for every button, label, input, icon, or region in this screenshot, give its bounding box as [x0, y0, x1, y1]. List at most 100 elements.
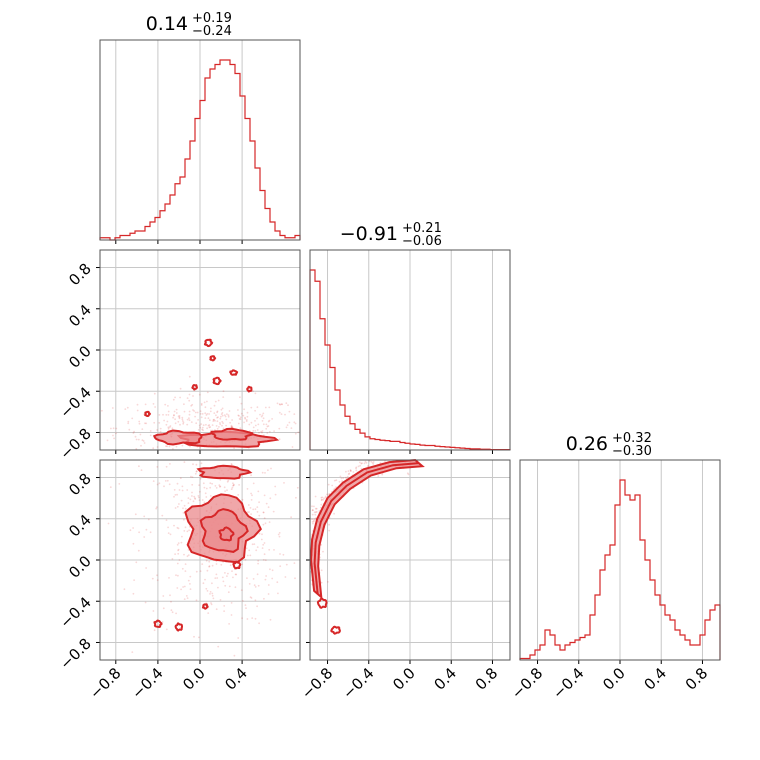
scatter-point — [106, 439, 109, 442]
scatter-point — [177, 420, 180, 423]
p0-x-xtick-label-3: 0.4 — [221, 664, 251, 694]
scatter-point — [179, 396, 182, 399]
scatter-point — [256, 573, 259, 576]
scatter-point — [173, 410, 176, 413]
scatter-point — [245, 419, 248, 421]
scatter-point — [187, 497, 190, 499]
scatter-point — [156, 483, 159, 486]
scatter-point — [183, 518, 185, 521]
scatter-point — [286, 424, 289, 426]
scatter-point — [253, 584, 256, 587]
scatter-point — [163, 485, 165, 488]
scatter-point — [165, 423, 168, 426]
scatter-point — [225, 424, 228, 427]
scatter-point — [254, 420, 256, 422]
scatter-point — [258, 514, 261, 517]
scatter-point — [246, 511, 249, 514]
scatter-point — [170, 609, 173, 612]
scatter-point — [268, 430, 271, 433]
scatter-point — [202, 429, 204, 432]
scatter-point — [262, 559, 265, 561]
scatter-point — [169, 463, 171, 465]
scatter-point — [261, 547, 264, 549]
scatter-point — [111, 407, 114, 409]
scatter-point — [211, 594, 214, 597]
scatter-point — [272, 510, 275, 513]
scatter-point — [229, 421, 232, 424]
scatter-point — [359, 461, 361, 464]
scatter-point — [161, 514, 164, 517]
scatter-point — [262, 511, 265, 514]
scatter-point — [231, 486, 234, 489]
scatter-point — [250, 474, 253, 477]
scatter-point — [177, 548, 180, 551]
scatter-point — [199, 413, 202, 415]
scatter-point — [284, 413, 286, 416]
scatter-point — [208, 413, 211, 415]
p2-x-xtick-label-4: 0.8 — [682, 664, 712, 694]
scatter-point — [172, 416, 175, 419]
scatter-point — [179, 423, 181, 426]
scatter-point — [237, 409, 239, 411]
scatter-point — [168, 483, 171, 486]
scatter-point — [244, 416, 246, 419]
scatter-point — [245, 607, 247, 609]
scatter-point — [191, 403, 194, 406]
scatter-point — [228, 585, 231, 588]
scatter-point — [145, 567, 148, 569]
scatter-point — [221, 407, 224, 410]
scatter-point — [314, 507, 317, 510]
scatter-point — [313, 518, 316, 521]
scatter-point — [252, 429, 255, 432]
scatter-point — [135, 438, 138, 441]
scatter-point — [152, 480, 155, 482]
scatter-point — [265, 427, 268, 430]
p2-y-ytick-label-3: −0.4 — [56, 593, 94, 631]
scatter-point — [184, 526, 187, 529]
scatter-point — [193, 635, 195, 638]
scatter-point — [134, 513, 137, 516]
scatter-point — [207, 417, 210, 420]
scatter-point — [181, 567, 184, 570]
scatter-point — [126, 406, 129, 409]
scatter-point — [182, 421, 185, 424]
scatter-point — [290, 516, 292, 519]
scatter-point — [363, 462, 366, 465]
scatter-point — [216, 420, 219, 423]
scatter-point — [167, 405, 169, 407]
scatter-point — [235, 573, 238, 576]
scatter-point — [189, 498, 192, 501]
c01-frame — [99, 249, 301, 451]
scatter-point — [193, 495, 196, 498]
scatter-point — [278, 427, 281, 430]
scatter-point — [177, 549, 180, 552]
scatter-point — [167, 410, 170, 413]
scatter-point — [326, 493, 328, 496]
scatter-point — [211, 582, 213, 585]
scatter-point — [199, 446, 202, 449]
scatter-point — [177, 415, 180, 418]
scatter-point — [202, 582, 205, 585]
scatter-point — [216, 427, 219, 430]
c12-contour-inner — [313, 462, 419, 595]
scatter-point — [381, 473, 384, 476]
scatter-point — [217, 586, 219, 589]
scatter-point — [132, 542, 135, 545]
scatter-point — [175, 412, 178, 414]
scatter-point — [176, 562, 179, 565]
scatter-point — [246, 488, 249, 490]
scatter-point — [165, 414, 168, 416]
h0-histogram-step — [99, 59, 301, 241]
scatter-point — [197, 429, 200, 431]
scatter-point — [254, 424, 257, 427]
scatter-point — [152, 610, 155, 612]
scatter-point — [131, 417, 134, 420]
c02-scatter-points — [107, 461, 299, 657]
scatter-point — [269, 497, 272, 500]
scatter-point — [165, 628, 168, 631]
scatter-point — [208, 426, 211, 429]
scatter-point — [261, 471, 264, 474]
scatter-point — [345, 470, 347, 473]
scatter-point — [178, 415, 181, 417]
scatter-point — [175, 574, 177, 577]
